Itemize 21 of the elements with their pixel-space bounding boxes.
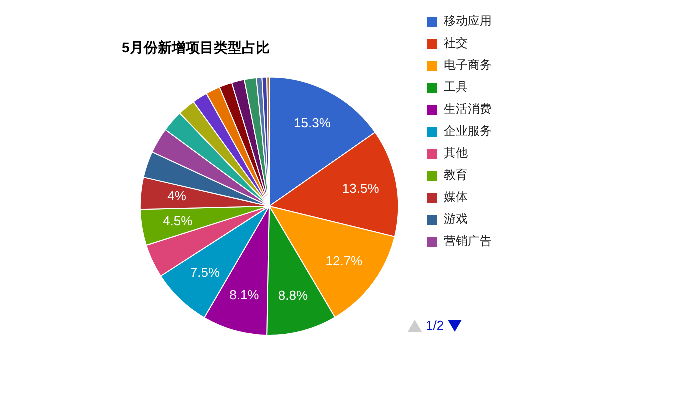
data-label: 7.5% — [190, 265, 220, 280]
data-label: 4% — [168, 188, 187, 204]
data-label: 4.5% — [163, 213, 194, 228]
legend-label: 社交 — [444, 36, 468, 50]
legend-label: 其他 — [444, 146, 468, 160]
legend-label: 营销广告 — [444, 234, 492, 248]
data-label: 13.5% — [342, 180, 380, 196]
data-label: 8.8% — [278, 288, 308, 303]
data-label: 15.3% — [294, 116, 332, 131]
legend-label: 游戏 — [444, 212, 468, 226]
text: 5月份新增项目类型占比 — [122, 39, 270, 56]
legend-label: 电子商务 — [444, 58, 492, 72]
data-label: 8.1% — [230, 287, 260, 302]
legend-label: 生活消费 — [444, 102, 492, 116]
legend-label: 媒体 — [444, 190, 468, 204]
legend-label: 教育 — [444, 168, 468, 182]
legend-label: 企业服务 — [444, 124, 492, 138]
data-label: 12.7% — [326, 253, 364, 268]
legend-label: 工具 — [444, 80, 468, 94]
legend-label: 移动应用 — [444, 14, 492, 28]
text: 1/2 — [426, 318, 444, 333]
